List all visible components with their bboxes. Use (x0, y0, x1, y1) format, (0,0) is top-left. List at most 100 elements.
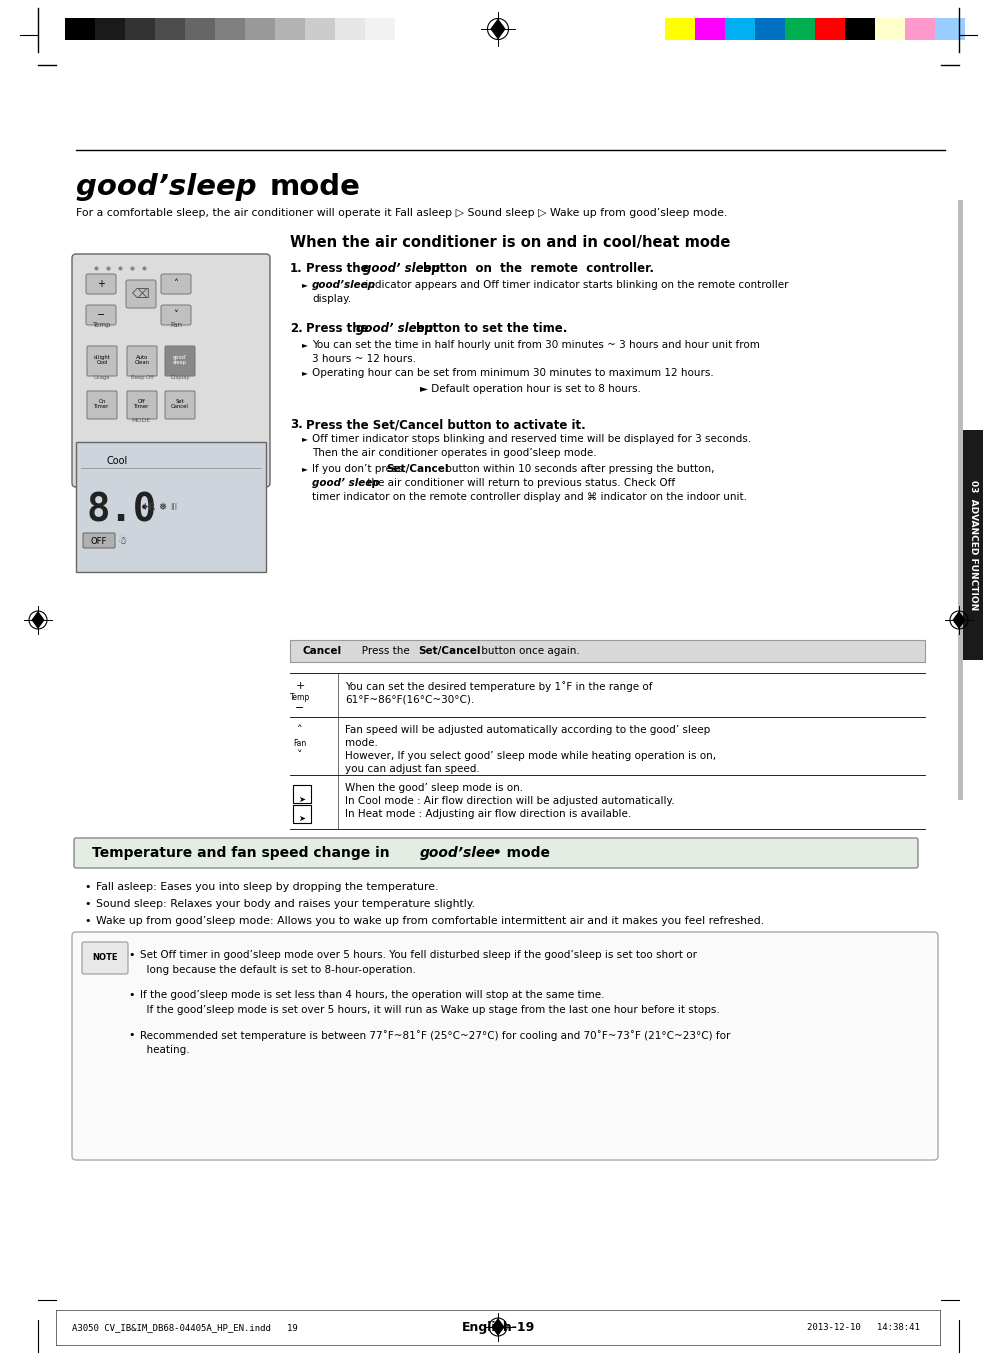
Text: Display: Display (170, 375, 189, 379)
Text: d.light
Cool: d.light Cool (94, 355, 111, 366)
Text: display.: display. (312, 294, 351, 305)
Polygon shape (492, 1318, 504, 1336)
Bar (293, 785, 311, 802)
Text: Press the: Press the (352, 646, 413, 656)
FancyBboxPatch shape (87, 392, 117, 419)
Text: •: • (128, 951, 135, 960)
Polygon shape (491, 19, 505, 39)
Text: Set Off timer in good’sleep mode over 5 hours. You fell disturbed sleep if the g: Set Off timer in good’sleep mode over 5 … (140, 951, 697, 960)
Text: good’sleep: good’sleep (76, 173, 267, 201)
Text: Cancel: Cancel (302, 646, 341, 656)
Text: ➤: ➤ (298, 796, 305, 804)
Text: heating.: heating. (140, 1044, 189, 1055)
Text: •: • (84, 917, 91, 926)
Text: 2013-12-10   14:38:41: 2013-12-10 14:38:41 (808, 1323, 920, 1333)
Bar (365, 18, 395, 39)
Text: long because the default is set to 8-hour-operation.: long because the default is set to 8-hou… (140, 966, 416, 975)
Text: good’ sleep: good’ sleep (363, 262, 440, 275)
Bar (245, 18, 275, 39)
Text: Set/Cancel: Set/Cancel (386, 464, 449, 475)
Text: You can set the time in half hourly unit from 30 minutes ~ 3 hours and hour unit: You can set the time in half hourly unit… (312, 340, 760, 350)
Text: Press the: Press the (306, 322, 369, 335)
Text: On
Timer: On Timer (95, 398, 110, 409)
Text: Press the Set/Cancel button to activate it.: Press the Set/Cancel button to activate … (306, 418, 586, 431)
Bar (275, 18, 305, 39)
Bar (290, 641, 925, 662)
Text: •: • (128, 1030, 135, 1040)
Text: Temperature and fan speed change in: Temperature and fan speed change in (92, 846, 390, 860)
Text: If you don’t press: If you don’t press (312, 464, 406, 475)
Text: 1.: 1. (290, 262, 303, 275)
FancyBboxPatch shape (74, 838, 918, 868)
Text: 8.0: 8.0 (86, 491, 157, 529)
Text: OFF: OFF (91, 536, 108, 545)
Text: timer indicator on the remote controller display and ⌘ indicator on the indoor u: timer indicator on the remote controller… (312, 492, 747, 502)
Polygon shape (952, 611, 966, 628)
Bar (155, 18, 185, 39)
Bar (725, 18, 755, 39)
Text: you can adjust fan speed.: you can adjust fan speed. (345, 764, 480, 774)
Text: Recommended set temperature is between 77˚F~81˚F (25°C~27°C) for cooling and 70˚: Recommended set temperature is between 7… (140, 1030, 731, 1040)
Text: A3050 CV_IB&IM_DB68-04405A_HP_EN.indd   19: A3050 CV_IB&IM_DB68-04405A_HP_EN.indd 19 (72, 1323, 298, 1333)
FancyBboxPatch shape (82, 942, 128, 974)
Bar (963, 430, 983, 660)
Text: ►: ► (302, 340, 308, 350)
Bar (958, 200, 963, 800)
Text: Cool: Cool (106, 456, 128, 466)
Text: ► Default operation hour is set to 8 hours.: ► Default operation hour is set to 8 hou… (420, 384, 641, 394)
Text: Auto
Clean: Auto Clean (135, 355, 150, 366)
Text: good’sleep: good’sleep (312, 280, 376, 290)
Text: •: • (128, 990, 135, 1000)
Text: 61°F~86°F(16°C~30°C).: 61°F~86°F(16°C~30°C). (345, 694, 475, 704)
Text: Fan: Fan (169, 322, 182, 328)
Text: Fall asleep: Eases you into sleep by dropping the temperature.: Fall asleep: Eases you into sleep by dro… (96, 883, 439, 892)
Bar (125, 18, 155, 39)
Text: 03  ADVANCED FUNCTION: 03 ADVANCED FUNCTION (968, 480, 977, 611)
Text: ►: ► (302, 369, 308, 377)
Text: Off
Timer: Off Timer (135, 398, 150, 409)
Text: Operating hour can be set from minimum 30 minutes to maximum 12 hours.: Operating hour can be set from minimum 3… (312, 369, 714, 378)
Text: −: − (97, 310, 105, 320)
FancyBboxPatch shape (161, 305, 191, 325)
Bar (305, 18, 335, 39)
Text: +: + (97, 279, 105, 290)
Text: Sound sleep: Relaxes your body and raises your temperature slightly.: Sound sleep: Relaxes your body and raise… (96, 899, 475, 908)
Text: MODE: MODE (132, 418, 151, 423)
Text: HR: HR (143, 502, 156, 511)
FancyBboxPatch shape (86, 305, 116, 325)
Text: You can set the desired temperature by 1˚F in the range of: You can set the desired temperature by 1… (345, 681, 652, 692)
Text: Then the air conditioner operates in good’sleep mode.: Then the air conditioner operates in goo… (312, 447, 596, 458)
Text: ⌫: ⌫ (133, 287, 150, 301)
Text: Fan speed will be adjusted automatically according to the good’ sleep: Fan speed will be adjusted automatically… (345, 725, 710, 734)
FancyBboxPatch shape (72, 932, 938, 1160)
Text: Set/Cancel: Set/Cancel (418, 646, 481, 656)
Text: |||: ||| (170, 503, 177, 510)
Text: good’
sleep: good’ sleep (172, 355, 187, 366)
Bar (95, 18, 125, 39)
Text: When the air conditioner is on and in cool/heat mode: When the air conditioner is on and in co… (290, 235, 731, 250)
FancyBboxPatch shape (87, 345, 117, 375)
Text: good’ sleep: good’ sleep (356, 322, 433, 335)
Bar (335, 18, 365, 39)
Text: ❅: ❅ (158, 502, 166, 511)
Text: NOTE: NOTE (93, 953, 118, 963)
Text: ˅: ˅ (297, 749, 303, 760)
Text: Set
Cancel: Set Cancel (171, 398, 189, 409)
Text: 3.: 3. (290, 418, 303, 431)
Text: ►: ► (302, 280, 308, 290)
Bar (875, 18, 905, 39)
Bar (185, 18, 215, 39)
Bar (935, 18, 965, 39)
Bar (665, 18, 695, 39)
Text: ►: ► (302, 464, 308, 473)
Text: ˄: ˄ (297, 725, 303, 734)
Text: In Cool mode : Air flow direction will be adjusted automatically.: In Cool mode : Air flow direction will b… (345, 796, 675, 806)
Bar (215, 18, 245, 39)
Text: For a comfortable sleep, the air conditioner will operate it Fall asleep ▷ Sound: For a comfortable sleep, the air conditi… (76, 208, 728, 218)
FancyBboxPatch shape (165, 392, 195, 419)
Text: the air conditioner will return to previous status. Check Off: the air conditioner will return to previ… (364, 477, 675, 488)
Bar (76, 442, 266, 573)
Text: Usage: Usage (94, 375, 111, 379)
Text: ˄: ˄ (173, 279, 178, 290)
FancyBboxPatch shape (83, 533, 115, 548)
